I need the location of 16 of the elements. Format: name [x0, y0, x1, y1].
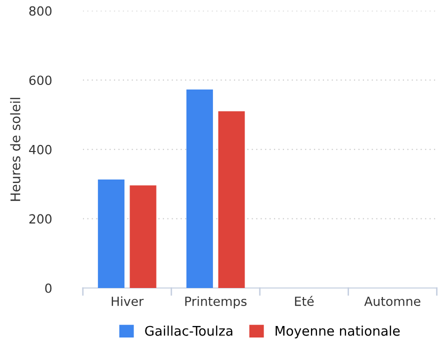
y-tick-label: 800 [29, 6, 52, 16]
bar [98, 180, 124, 288]
y-tick-label: 400 [29, 144, 52, 154]
x-tick-label: Hiver [112, 296, 144, 306]
x-tick-label: Eté [295, 296, 314, 306]
y-tick-label: 0 [45, 283, 52, 293]
y-tick-label: 200 [29, 214, 52, 224]
bar [130, 185, 156, 288]
y-axis-title: Heures de soleil [10, 98, 20, 201]
x-tick-label: Automne [364, 296, 420, 306]
y-tick-label: 600 [29, 76, 52, 86]
legend-label: Gaillac-Toulza [145, 326, 232, 336]
legend-label: Moyenne nationale [276, 326, 400, 338]
x-tick-label: Printemps [185, 296, 247, 308]
bar [218, 111, 245, 288]
bar [186, 89, 213, 288]
